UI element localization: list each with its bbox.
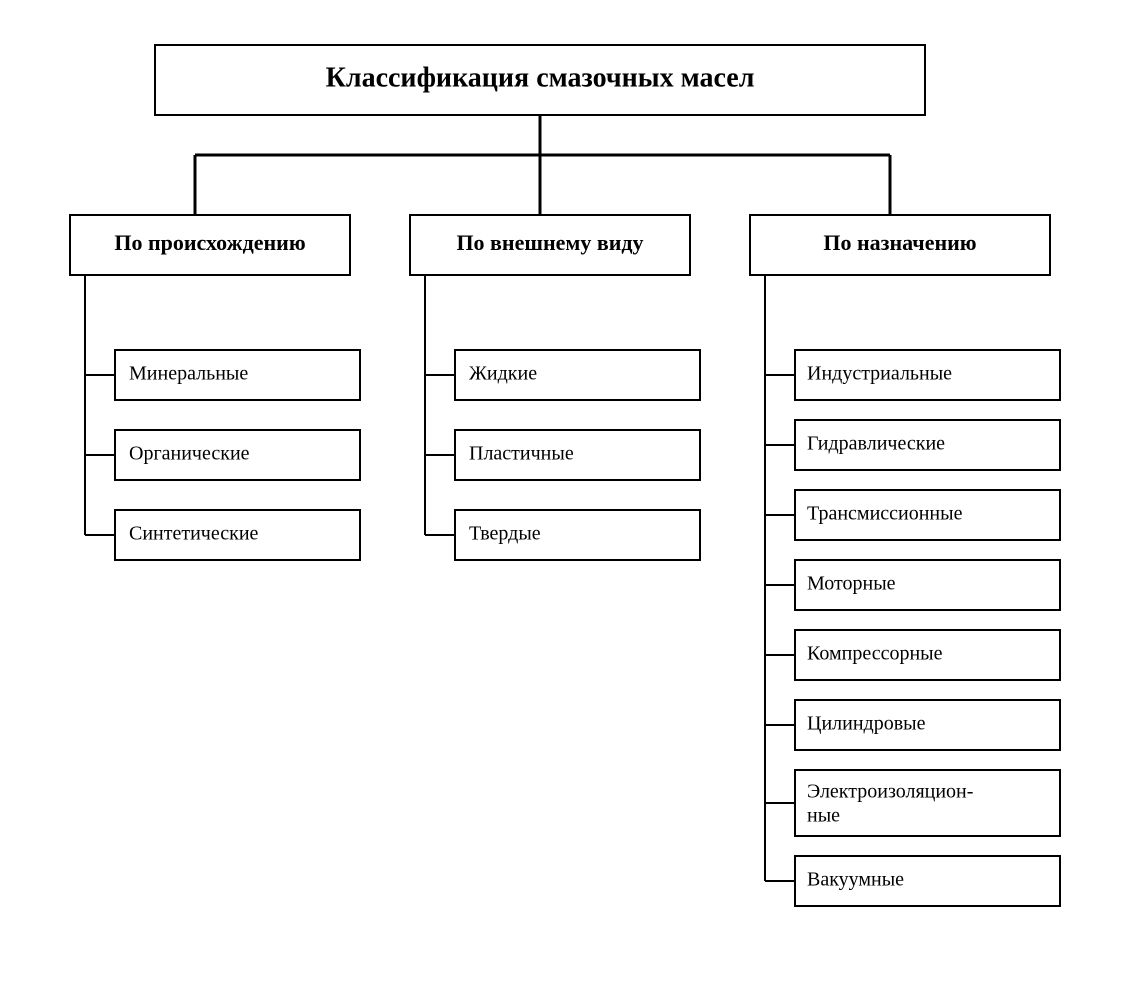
item-label-appearance-1: Пластичные — [469, 443, 574, 465]
item-label-purpose-5: Цилиндровые — [807, 713, 926, 735]
item-label-purpose-4: Компрессорные — [807, 643, 943, 665]
item-label-purpose-2: Трансмиссионные — [807, 503, 963, 525]
category-title-appearance: По внешнему виду — [456, 230, 643, 255]
item-label-purpose-6-line2: ные — [807, 805, 840, 827]
item-label-purpose-3: Моторные — [807, 573, 896, 595]
item-label-purpose-7: Вакуумные — [807, 869, 904, 891]
item-label-appearance-0: Жидкие — [469, 363, 537, 385]
item-label-appearance-2: Твердые — [469, 523, 541, 545]
category-title-purpose: По назначению — [823, 230, 976, 255]
item-label-purpose-6-line1: Электроизоляцион- — [807, 781, 973, 803]
item-label-purpose-1: Гидравлические — [807, 433, 945, 455]
item-label-origin-0: Минеральные — [129, 363, 248, 385]
item-label-origin-2: Синтетические — [129, 523, 259, 545]
category-title-origin: По происхождению — [114, 230, 305, 255]
item-label-purpose-0: Индустриальные — [807, 363, 952, 385]
classification-diagram: Классификация смазочных масел По происхож… — [0, 0, 1130, 1008]
item-label-origin-1: Органические — [129, 443, 250, 465]
root-title: Классификация смазочных масел — [326, 62, 755, 93]
